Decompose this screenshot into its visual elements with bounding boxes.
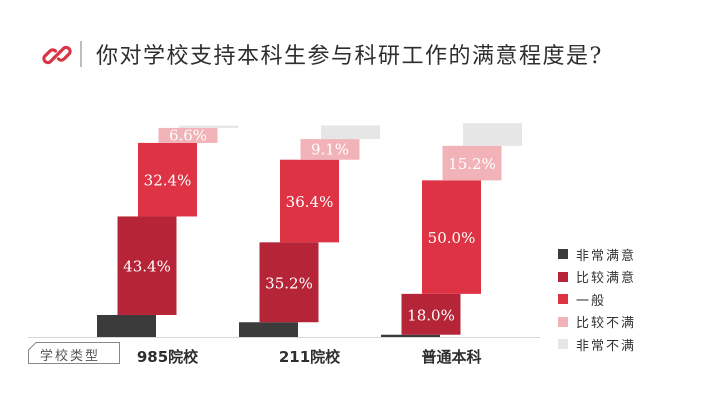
legend-label: 比较不满 <box>576 316 637 332</box>
bar-3-4 <box>442 145 502 181</box>
data-label-2-2: 35.2% <box>265 274 313 292</box>
data-label-1-2: 43.4% <box>123 258 171 276</box>
legend-label: 非常不满 <box>576 338 637 354</box>
legend-item-5: 非常不满 <box>558 333 636 356</box>
legend-label: 比较满意 <box>576 271 637 287</box>
data-label-1-4: 6.6% <box>169 126 207 144</box>
bar-2-5 <box>321 125 380 140</box>
chain-link-icon <box>42 45 72 65</box>
data-label-2-4: 9.1% <box>311 140 349 158</box>
legend-swatch <box>558 339 568 350</box>
legend-item-1: 非常满意 <box>558 243 636 266</box>
legend-swatch <box>558 271 568 282</box>
legend-label: 非常满意 <box>576 248 637 264</box>
chart-title: 你对学校支持本科生参与科研工作的满意程度是? <box>96 44 603 69</box>
category-label-1: 985院校 <box>137 348 199 366</box>
bar-3-1 <box>381 334 440 337</box>
legend-item-4: 比较不满 <box>558 311 636 334</box>
legend-swatch <box>558 294 568 305</box>
data-label-1-3: 32.4% <box>144 172 192 190</box>
category-label-3: 普通本科 <box>421 348 481 366</box>
bar-1-5 <box>179 125 238 128</box>
bar-3-5 <box>463 123 522 146</box>
bar-2-4 <box>300 139 360 160</box>
bar-1-4 <box>158 127 218 143</box>
bar-1-1 <box>97 314 156 337</box>
bar-2-1 <box>239 322 298 337</box>
axis-label-badge <box>28 342 120 364</box>
bar-3-2 <box>401 293 461 335</box>
bar-1-2 <box>117 216 177 315</box>
data-label-2-3: 36.4% <box>286 193 334 211</box>
legend-label: 一般 <box>576 293 607 309</box>
bar-2-3 <box>280 159 339 243</box>
bar-2-2 <box>259 242 319 323</box>
legend-item-3: 一般 <box>558 288 636 311</box>
bar-3-3 <box>422 180 481 294</box>
legend-swatch <box>558 316 568 327</box>
data-label-3-2: 18.0% <box>407 306 455 324</box>
legend-swatch <box>558 249 568 260</box>
data-label-3-3: 50.0% <box>428 229 476 247</box>
bar-1-3 <box>138 142 197 217</box>
legend: 非常满意比较满意一般比较不满非常不满 <box>558 243 636 356</box>
data-label-3-4: 15.2% <box>448 155 496 173</box>
title-separator <box>80 41 82 67</box>
axis-label-text: 学校类型 <box>40 349 101 364</box>
category-label-2: 211院校 <box>279 348 341 366</box>
legend-item-2: 比较满意 <box>558 266 636 289</box>
